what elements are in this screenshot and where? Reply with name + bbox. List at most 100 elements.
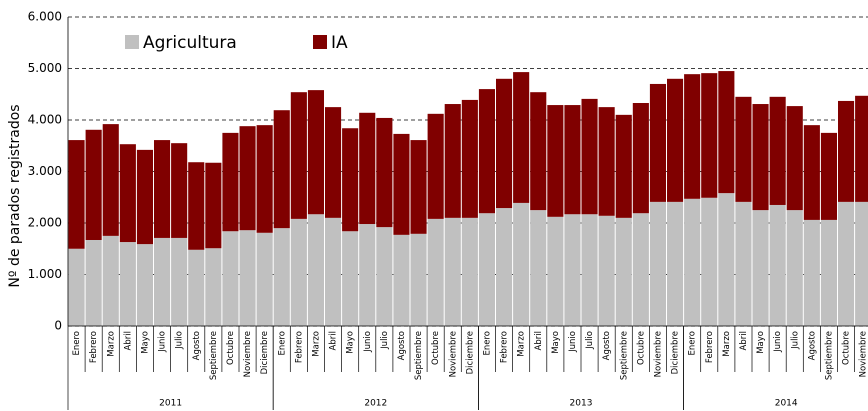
x-tick-label: Diciembre [260, 331, 270, 374]
x-tick-label: Mayo [551, 331, 561, 354]
y-axis-label: Nº de parados registrados [7, 104, 23, 287]
y-tick-label: 5.000 [28, 61, 62, 75]
bar-segment [342, 231, 359, 326]
x-group-label: 2013 [570, 399, 593, 409]
bar-segment [290, 92, 307, 219]
bar-segment [820, 132, 837, 220]
x-tick-label: Mayo [756, 331, 766, 354]
x-tick-label: Enero [688, 331, 698, 356]
bar-segment [85, 239, 102, 326]
bar-segment [513, 202, 530, 326]
x-tick-label: Septiembre [209, 331, 219, 380]
bar-segment [376, 227, 393, 326]
x-tick-label: Julio [790, 331, 800, 350]
x-tick-label: Mayo [346, 331, 356, 354]
bar-segment [359, 112, 376, 225]
y-tick-label: 6.000 [28, 10, 62, 24]
bar-segment [239, 126, 256, 231]
bar-segment [684, 74, 701, 199]
x-tick-label: Octubre [842, 331, 852, 365]
x-tick-label: Marzo [517, 331, 527, 357]
bar-segment [769, 204, 786, 326]
bar-segment [119, 144, 136, 243]
bar-segment [136, 149, 153, 245]
x-tick-label: Febrero [500, 331, 510, 363]
bar-segment [838, 100, 855, 202]
y-tick-label: 1.000 [28, 267, 62, 281]
bar-segment [718, 193, 735, 326]
y-tick-label: 0 [54, 319, 62, 333]
bar-segment [325, 217, 342, 326]
x-tick-label: Julio [380, 331, 390, 350]
bar-segment [838, 201, 855, 326]
bar-segment [769, 96, 786, 205]
bar-segment [102, 124, 119, 236]
x-tick-label: Marzo [311, 331, 321, 357]
legend-swatch [313, 35, 327, 49]
x-tick-label: Agosto [807, 331, 817, 360]
bar-segment [427, 218, 444, 326]
bar-segment [684, 198, 701, 326]
bar-segment [564, 105, 581, 215]
bar-segment [68, 140, 85, 249]
bar-segment [701, 197, 718, 326]
x-tick-label: Febrero [705, 331, 715, 363]
bar-segment [393, 234, 410, 326]
bar-segment [496, 208, 513, 326]
bar-segment [632, 213, 649, 326]
x-tick-label: Abril [534, 331, 544, 350]
bar-segment [444, 104, 461, 218]
x-tick-label: Octubre [636, 331, 646, 365]
bar-segment [68, 248, 85, 326]
bar-segment [581, 214, 598, 326]
x-tick-label: Abril [329, 331, 339, 350]
x-tick-label: Octubre [431, 331, 441, 365]
x-group-label: 2012 [364, 399, 387, 409]
bar-segment [256, 232, 273, 326]
bar-segment [478, 89, 495, 214]
bar-segment [273, 110, 290, 229]
bar-segment [855, 201, 868, 326]
x-tick-label: Enero [482, 331, 492, 356]
bar-segment [325, 107, 342, 218]
y-tick-label: 4.000 [28, 113, 62, 127]
bar-segment [615, 217, 632, 326]
bar-segment [855, 95, 868, 202]
bar-segment [102, 235, 119, 326]
bar-segment [376, 117, 393, 228]
legend-label: Agricultura [143, 33, 237, 53]
bar-segment [461, 217, 478, 326]
bar-segment [752, 104, 769, 211]
bar-segment [444, 217, 461, 326]
bar-segment [478, 213, 495, 326]
bar-segment [667, 78, 684, 202]
bar-segment [598, 107, 615, 216]
y-tick-label: 3.000 [28, 164, 62, 178]
x-tick-label: Mayo [140, 331, 150, 354]
bar-segment [632, 103, 649, 214]
bar-segment [273, 228, 290, 326]
x-tick-label: Enero [277, 331, 287, 356]
x-tick-label: Agosto [602, 331, 612, 360]
bar-segment [307, 214, 324, 326]
x-tick-label: Junio [773, 331, 783, 353]
bar-segment [188, 249, 205, 326]
x-tick-label: Febrero [89, 331, 99, 363]
bar-segment [239, 230, 256, 326]
bar-segment [820, 219, 837, 326]
bar-segment [735, 96, 752, 202]
bar-segment [564, 214, 581, 326]
x-tick-label: Abril [739, 331, 749, 350]
bar-segment [513, 72, 530, 203]
x-tick-label: Julio [175, 331, 185, 350]
bar-segment [547, 105, 564, 217]
x-tick-label: Agosto [192, 331, 202, 360]
x-tick-label: Septiembre [619, 331, 629, 380]
bar-segment [290, 218, 307, 326]
x-tick-label: Noviembre [859, 331, 868, 377]
bar-segment [461, 99, 478, 218]
x-tick-label: Junio [568, 331, 578, 353]
bar-segment [359, 224, 376, 326]
x-tick-label: Septiembre [824, 331, 834, 380]
